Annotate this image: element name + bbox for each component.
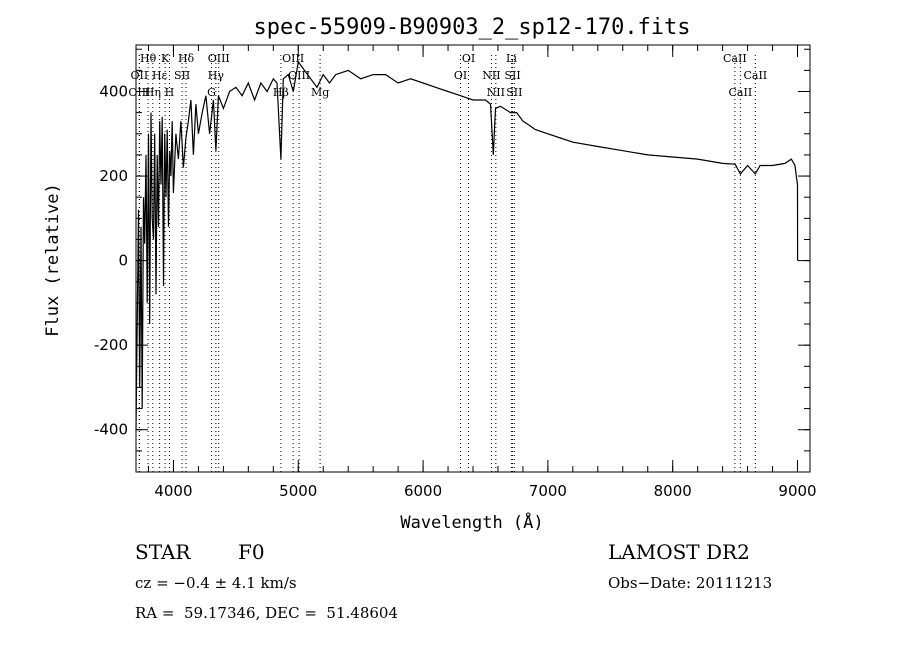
survey-name: LAMOST DR2 [608,540,750,564]
observation-date: Obs−Date: 20111213 [608,574,773,592]
line-label-22: SII [506,86,522,99]
line-label-13: OIII [288,69,310,82]
line-label-23: CaII [723,52,747,65]
y-axis-label: Flux (relative) [43,183,63,337]
line-label-9: OIII [208,52,230,65]
cz-value: cz = −0.4 ± 4.1 km/s [135,574,297,592]
line-label-11: G [207,86,216,99]
spectral-subclass: F0 [238,540,265,564]
line-label-0: Hθ [140,52,157,65]
y-tick-label-2: 0 [118,252,128,270]
y-tick-label-3: 200 [99,167,128,185]
line-label-21: SII [504,69,520,82]
line-label-10: Hγ [208,69,225,82]
object-type: STAR [135,540,191,564]
line-label-25: CaII [729,86,753,99]
line-label-4: Hε [152,69,168,82]
line-label-17: OI [454,69,467,82]
line-label-2: OIII [128,86,150,99]
line-label-20: NII [487,86,505,99]
line-label-16: OI [462,52,475,65]
y-tick-label-0: -400 [94,421,128,439]
line-label-5: Hη [145,86,161,99]
line-label-6: H [165,86,175,99]
x-tick-label-1: 5000 [279,482,317,500]
line-label-8: SII [174,69,190,82]
line-label-15: Mg [311,86,329,99]
x-tick-label-3: 7000 [529,482,567,500]
line-label-14: Hβ [273,86,289,99]
plot-frame [135,44,811,473]
spectrum-line [135,60,799,430]
x-axis-label: Wavelength (Å) [400,511,543,533]
x-tick-label-0: 4000 [154,482,192,500]
line-label-12: OIII [282,52,304,65]
line-label-18: Li [506,52,517,65]
x-tick-label-2: 6000 [404,482,442,500]
x-tick-label-5: 9000 [778,482,816,500]
y-tick-label-4: 400 [99,83,128,101]
line-label-19: NII [482,69,500,82]
y-tick-label-1: -200 [94,336,128,354]
coordinates: RA = 59.17346, DEC = 51.48604 [135,604,399,622]
line-label-7: Hδ [178,52,195,65]
x-tick-label-4: 8000 [654,482,692,500]
line-label-3: K [161,52,170,65]
chart-title: spec-55909-B90903_2_sp12-170.fits [253,15,690,40]
line-label-24: CaII [743,69,767,82]
